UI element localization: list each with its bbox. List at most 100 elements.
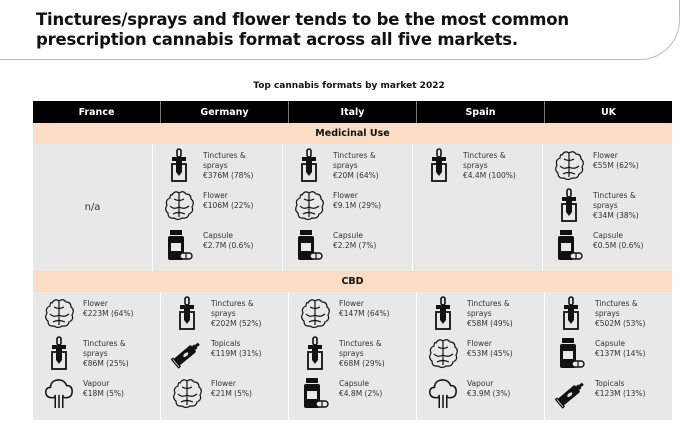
cell-france: n/a xyxy=(33,144,153,271)
flower-bud-icon xyxy=(299,296,331,330)
format-name: Tinctures & sprays xyxy=(467,299,510,318)
cell-spain: Tinctures & sprays €4.4M (100%) xyxy=(413,144,543,271)
dropper-bottle-icon xyxy=(171,296,203,330)
cell-uk: Flower €55M (62%) Tinctures & sprays €34M (3… xyxy=(543,144,672,271)
cell-italy: Flower €147M (64%) Tinctures & sprays €68M (… xyxy=(289,292,417,420)
capsule-bottle-icon xyxy=(163,228,195,262)
chart-subtitle: Top cannabis formats by market 2022 xyxy=(253,81,445,91)
format-item: Topicals €123M (13%) xyxy=(555,376,672,416)
format-text: Tinctures & sprays €34M (38%) xyxy=(593,188,639,221)
cell-germany: Tinctures & sprays €376M (78%) Flower €106M … xyxy=(153,144,283,271)
format-value: €21M (5%) xyxy=(211,389,252,398)
format-value: €123M (13%) xyxy=(595,389,646,398)
format-item: Tinctures & sprays €4.4M (100%) xyxy=(423,148,542,188)
capsule-bottle-icon xyxy=(299,376,331,410)
format-value: €2.7M (0.6%) xyxy=(203,241,254,250)
format-text: Tinctures & sprays €68M (29%) xyxy=(339,336,385,369)
format-name: Flower xyxy=(211,379,236,388)
format-item: Tinctures & sprays €58M (49%) xyxy=(427,296,544,336)
format-item: Flower €106M (22%) xyxy=(163,188,282,228)
format-name: Tinctures & sprays xyxy=(203,151,246,170)
format-name: Tinctures & sprays xyxy=(339,339,382,358)
format-item: Flower €223M (64%) xyxy=(43,296,160,336)
flower-bud-icon xyxy=(171,376,203,410)
cell-italy: Tinctures & sprays €20M (64%) Flower €9.1M (… xyxy=(283,144,413,271)
format-text: Capsule €4.8M (2%) xyxy=(339,376,382,399)
dropper-bottle-icon xyxy=(427,296,459,330)
format-text: Topicals €123M (13%) xyxy=(595,376,645,399)
format-text: Topicals €119M (31%) xyxy=(211,336,261,359)
format-item: Flower €53M (45%) xyxy=(427,336,544,376)
format-text: Tinctures & sprays €4.4M (100%) xyxy=(463,148,516,181)
format-name: Tinctures & sprays xyxy=(333,151,376,170)
column-header-spain: Spain xyxy=(417,101,545,123)
dropper-bottle-icon xyxy=(553,188,585,222)
format-text: Flower €21M (5%) xyxy=(211,376,252,399)
format-text: Flower €223M (64%) xyxy=(83,296,133,319)
format-value: €3.9M (3%) xyxy=(467,389,511,398)
format-name: Flower xyxy=(467,339,492,348)
format-text: Flower €147M (64%) xyxy=(339,296,389,319)
format-item: Flower €21M (5%) xyxy=(171,376,288,416)
dropper-bottle-icon xyxy=(423,148,455,182)
format-name: Flower xyxy=(203,191,228,200)
topical-tube-icon xyxy=(555,376,587,410)
format-value: €18M (5%) xyxy=(83,389,124,398)
section-row-medicinal: n/a Tinctures & sprays €376M (78%) Flower €10… xyxy=(33,144,672,271)
format-item: Capsule €2.7M (0.6%) xyxy=(163,228,282,268)
format-text: Vapour €18M (5%) xyxy=(83,376,124,399)
format-name: Capsule xyxy=(333,231,363,240)
format-text: Tinctures & sprays €86M (25%) xyxy=(83,336,129,369)
topical-tube-icon xyxy=(171,336,203,370)
format-name: Vapour xyxy=(83,379,110,388)
format-item: Capsule €137M (14%) xyxy=(555,336,672,376)
format-item: Capsule €0.5M (0.6%) xyxy=(553,228,672,268)
format-value: €34M (38%) xyxy=(593,211,639,220)
capsule-bottle-icon xyxy=(555,336,587,370)
format-value: €9.1M (29%) xyxy=(333,201,382,210)
format-value: €137M (14%) xyxy=(595,349,646,358)
column-header-uk: UK xyxy=(600,106,617,118)
formats-table: France Germany Italy Spain UK Medicinal … xyxy=(33,101,672,420)
format-name: Tinctures & sprays xyxy=(211,299,254,318)
format-value: €4.4M (100%) xyxy=(463,171,516,180)
format-value: €502M (53%) xyxy=(595,319,646,328)
cell-spain: Tinctures & sprays €58M (49%) Flower €53M (4… xyxy=(417,292,545,420)
format-text: Flower €106M (22%) xyxy=(203,188,253,211)
format-name: Tinctures & sprays xyxy=(463,151,506,170)
format-name: Capsule xyxy=(203,231,233,240)
format-name: Topicals xyxy=(595,379,625,388)
format-item: Flower €147M (64%) xyxy=(299,296,416,336)
format-value: €58M (49%) xyxy=(467,319,513,328)
format-text: Flower €55M (62%) xyxy=(593,148,639,171)
format-text: Capsule €2.7M (0.6%) xyxy=(203,228,253,251)
format-value: €4.8M (2%) xyxy=(339,389,383,398)
format-value: €55M (62%) xyxy=(593,161,639,170)
format-name: Flower xyxy=(339,299,364,308)
flower-bud-icon xyxy=(163,188,195,222)
format-text: Tinctures & sprays €58M (49%) xyxy=(467,296,513,329)
format-value: €0.5M (0.6%) xyxy=(593,241,644,250)
format-item: Flower €9.1M (29%) xyxy=(293,188,412,228)
format-name: Vapour xyxy=(467,379,494,388)
format-item: Tinctures & sprays €68M (29%) xyxy=(299,336,416,376)
format-text: Capsule €137M (14%) xyxy=(595,336,645,359)
format-item: Tinctures & sprays €502M (53%) xyxy=(555,296,672,336)
cell-uk: Tinctures & sprays €502M (53%) Capsule €137M… xyxy=(545,292,672,420)
format-name: Tinctures & sprays xyxy=(593,191,636,210)
format-text: Flower €53M (45%) xyxy=(467,336,513,359)
column-header-italy: Italy xyxy=(289,101,417,123)
format-text: Tinctures & sprays €376M (78%) xyxy=(203,148,253,181)
flower-bud-icon xyxy=(293,188,325,222)
format-name: Flower xyxy=(593,151,618,160)
format-text: Tinctures & sprays €502M (53%) xyxy=(595,296,645,329)
format-value: €376M (78%) xyxy=(203,171,254,180)
format-name: Flower xyxy=(83,299,108,308)
capsule-bottle-icon xyxy=(293,228,325,262)
format-item: Tinctures & sprays €20M (64%) xyxy=(293,148,412,188)
page-title: Tinctures/sprays and flower tends to be … xyxy=(36,10,569,49)
not-available-label: n/a xyxy=(84,202,101,213)
dropper-bottle-icon xyxy=(299,336,331,370)
format-name: Capsule xyxy=(339,379,369,388)
format-value: €20M (64%) xyxy=(333,171,379,180)
